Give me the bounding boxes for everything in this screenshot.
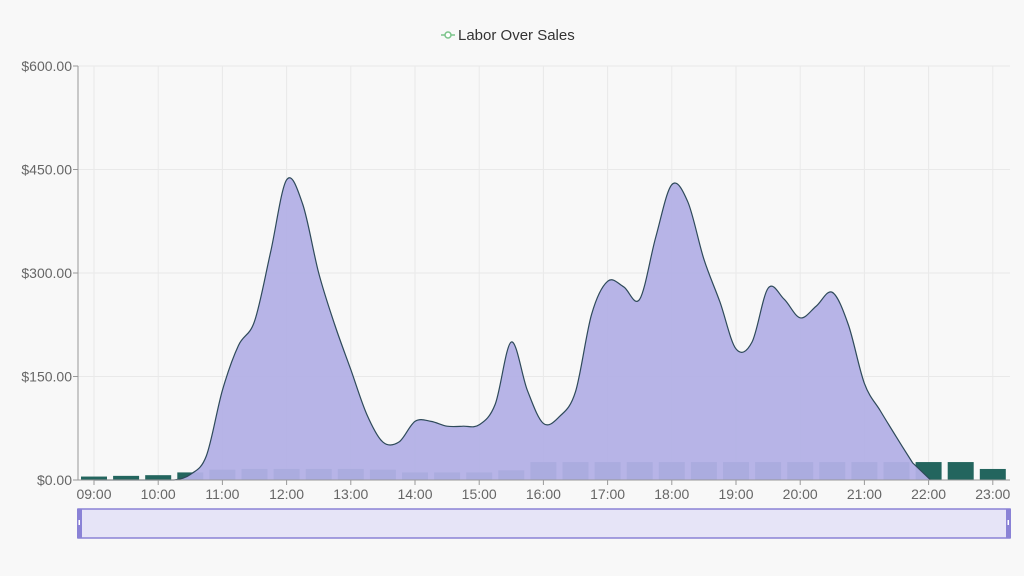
x-tick-label: 21:00	[847, 486, 882, 502]
axes: $0.00 $150.00 $300.00 $450.00 $600.00 09:00 10…	[21, 58, 1010, 502]
bar[interactable]	[113, 475, 140, 480]
x-tick-label: 13:00	[333, 486, 368, 502]
x-tick-label: 20:00	[783, 486, 818, 502]
bar[interactable]	[145, 475, 172, 480]
y-tick-label: $450.00	[21, 162, 72, 178]
y-tick-label: $600.00	[21, 58, 72, 74]
x-tick-label: 12:00	[269, 486, 304, 502]
area-line[interactable]	[94, 177, 931, 481]
x-tick-label: 18:00	[654, 486, 689, 502]
zoom-scrollbar[interactable]	[77, 508, 1011, 539]
x-tick-label: 09:00	[76, 486, 111, 502]
legend[interactable]: Labor Over Sales	[441, 27, 575, 44]
bar[interactable]	[947, 462, 974, 480]
x-tick-label: 22:00	[911, 486, 946, 502]
bar[interactable]	[81, 476, 107, 480]
y-tick-label: $150.00	[21, 369, 72, 385]
y-tick-label: $300.00	[21, 265, 72, 281]
x-tick-label: 15:00	[462, 486, 497, 502]
x-tick-label: 17:00	[590, 486, 625, 502]
bar[interactable]	[979, 468, 1006, 480]
legend-label: Labor Over Sales	[458, 27, 575, 44]
area-series	[94, 177, 931, 481]
area-fill	[94, 177, 931, 480]
legend-line-icon	[441, 31, 455, 39]
right-handle-grip-icon	[1007, 520, 1009, 525]
x-tick-label: 16:00	[526, 486, 561, 502]
x-tick-label: 11:00	[205, 486, 239, 502]
x-tick-label: 14:00	[397, 486, 432, 502]
x-tick-label: 10:00	[141, 486, 176, 502]
y-tick-label: $0.00	[37, 472, 72, 488]
x-tick-label: 19:00	[718, 486, 753, 502]
left-handle-grip-icon	[78, 520, 80, 525]
scrollbar-track[interactable]	[77, 508, 1011, 539]
x-tick-label: 23:00	[975, 486, 1010, 502]
